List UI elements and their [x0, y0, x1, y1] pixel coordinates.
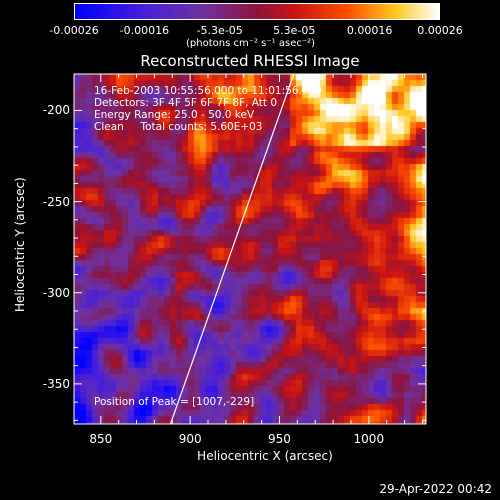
- obs-time: 16-Feb-2003 10:55:56.000 to 11:01:56.000: [94, 85, 322, 97]
- y-tick-label: -300: [42, 285, 70, 300]
- plot-border: [73, 73, 427, 425]
- y-tick-label: -200: [42, 103, 70, 118]
- colorbar: [74, 3, 440, 20]
- colorbar-tick-label: -0.00026: [49, 24, 99, 37]
- colorbar-tick-label: -0.00016: [119, 24, 170, 37]
- colorbar-tick-label: -5.3e-05: [196, 24, 243, 37]
- colorbar-tick-label: 0.00026: [417, 24, 463, 37]
- solar-limb-line: [169, 73, 295, 425]
- x-tick-label: 900: [178, 432, 202, 446]
- y-tick-label: -250: [42, 194, 70, 209]
- x-tick-label: 850: [89, 432, 113, 446]
- energy-range: Energy Range: 25.0 - 50.0 keV: [94, 109, 255, 121]
- timestamp: 29-Apr-2022 00:42: [379, 482, 492, 496]
- y-axis-label: Heliocentric Y (arcsec): [13, 177, 27, 312]
- x-tick-label: 950: [268, 432, 291, 446]
- detectors: Detectors: 3F 4F 5F 6F 7F 8F, Att 0: [94, 97, 278, 109]
- colorbar-tick-label: 5.3e-05: [273, 24, 316, 37]
- peak-position: Position of Peak = [1007,-229]: [94, 396, 255, 408]
- colorbar-tick-label: 0.00016: [346, 24, 393, 37]
- colorbar-units: (photons cm⁻² s⁻¹ asec⁻²): [186, 38, 316, 49]
- x-tick-label: 1000: [353, 432, 385, 446]
- heatmap-image: [74, 74, 426, 424]
- plot-title: Reconstructed RHESSI Image: [140, 52, 360, 70]
- clean-counts: Clean Total counts: 5.60E+03: [94, 121, 263, 133]
- y-tick-label: -350: [42, 376, 70, 391]
- x-axis-label: Heliocentric X (arcsec): [197, 449, 333, 463]
